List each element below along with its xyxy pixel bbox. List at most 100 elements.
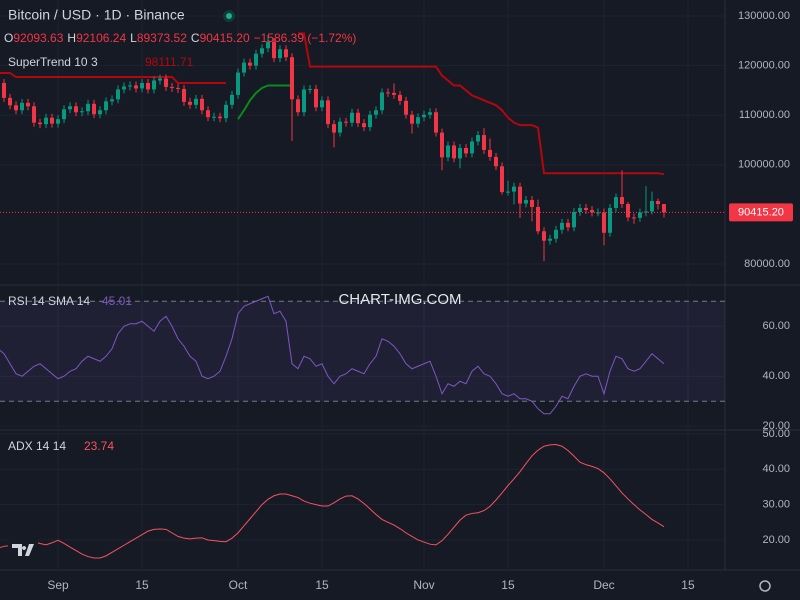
ohlc-value: 89373.52: [137, 31, 187, 45]
candle-body: [457, 147, 462, 159]
candle-body: [128, 85, 133, 87]
y-tick-label: 40.00: [762, 463, 790, 475]
candle-body: [2, 82, 7, 98]
y-tick-label: 120000.00: [738, 60, 790, 72]
indicator-name: ADX 14 14: [8, 439, 66, 453]
candle-body: [583, 207, 588, 210]
candle-body: [589, 209, 594, 213]
candle-body: [373, 110, 378, 115]
candle-body: [86, 103, 91, 112]
settings-icon[interactable]: [759, 580, 771, 592]
candle-body: [296, 99, 301, 113]
candle-body: [409, 114, 414, 124]
candle-body: [32, 106, 37, 123]
ohlc-value: 92106.24: [76, 31, 126, 45]
candle-body: [284, 49, 289, 58]
candle-body: [493, 156, 498, 167]
candle-body: [182, 88, 187, 102]
candle-body: [649, 201, 654, 212]
candle-body: [427, 112, 432, 115]
candle-body: [517, 186, 522, 204]
candle-body: [302, 89, 307, 113]
candle-body: [607, 207, 612, 233]
supertrend-up: [237, 84, 292, 120]
logo: [8, 538, 38, 562]
supertrend-down: [0, 32, 665, 176]
candle-body: [26, 102, 31, 107]
y-tick-label: 110000.00: [739, 109, 790, 121]
ohlc-legend: O92093.63 H92106.24 L89373.52 C90415.20 −158…: [4, 31, 356, 45]
candle-body: [661, 204, 666, 213]
candle-body: [92, 103, 97, 115]
candle-body: [158, 78, 163, 81]
candle-body: [421, 114, 426, 118]
candle-body: [212, 116, 217, 118]
last-price-label: 90415.20: [738, 206, 784, 218]
candle-body: [74, 106, 79, 113]
candle-body: [98, 110, 103, 115]
candle-body: [236, 72, 241, 95]
candle-body: [110, 99, 115, 102]
indicator-value: 98111.71: [145, 55, 194, 69]
y-tick-label: 40.00: [762, 370, 790, 382]
candle-body: [631, 217, 636, 219]
marks: [0, 32, 725, 559]
candle-body: [152, 80, 157, 90]
x-tick-label: Sep: [47, 578, 69, 592]
indicator-line: [0, 295, 665, 415]
candle-body: [547, 238, 552, 241]
ohlc-key: O: [4, 31, 13, 45]
candle-body: [62, 109, 67, 120]
candle-body: [314, 88, 319, 108]
y-tick-label: 80000.00: [744, 258, 790, 270]
grid: [0, 0, 725, 570]
candle-body: [505, 191, 510, 193]
candle-body: [230, 94, 235, 105]
candle-body: [122, 86, 127, 90]
x-tick-label: 15: [501, 578, 515, 592]
indicator-name: SuperTrend 10 3: [8, 55, 98, 69]
x-tick-label: Nov: [413, 578, 434, 592]
candle-body: [529, 200, 534, 207]
candle-body: [553, 229, 558, 239]
y-tick-label: 60.00: [762, 320, 790, 332]
status-dot: [226, 13, 232, 19]
candle-body: [415, 117, 420, 124]
candle-body: [248, 62, 253, 66]
candle-body: [559, 222, 564, 230]
candle-body: [361, 123, 366, 128]
candle-body: [625, 204, 630, 218]
candle-body: [487, 149, 492, 157]
candle-body: [367, 114, 372, 128]
candle-body: [290, 57, 295, 100]
candle-body: [511, 186, 516, 192]
candle-body: [68, 106, 73, 110]
candle-body: [176, 87, 181, 89]
candle-body: [385, 92, 390, 94]
candle-body: [134, 85, 139, 89]
candle-body: [332, 124, 337, 133]
x-tick-label: Dec: [593, 578, 614, 592]
candle-body: [44, 117, 49, 125]
candle-body: [577, 207, 582, 212]
candle-body: [637, 212, 642, 218]
candle-body: [439, 132, 444, 158]
candle-body: [326, 100, 331, 125]
candle-body: [344, 121, 349, 123]
ohlc-change: −1586.39 (−1.72%): [254, 31, 357, 45]
candle-body: [601, 212, 606, 233]
candle-body: [206, 110, 211, 118]
logo-bg: [8, 538, 38, 562]
x-tick-label: 15: [315, 578, 329, 592]
chart-title: Bitcoin / USD · 1D · Binance: [8, 7, 185, 23]
ohlc-value: 90415.20: [200, 31, 250, 45]
candle-body: [565, 222, 570, 228]
ohlc-value: 92093.63: [13, 31, 63, 45]
candle-body: [56, 119, 61, 124]
candle-body: [397, 94, 402, 101]
candle-body: [140, 82, 145, 89]
indicator-line: [0, 443, 665, 559]
candle-body: [595, 212, 600, 214]
